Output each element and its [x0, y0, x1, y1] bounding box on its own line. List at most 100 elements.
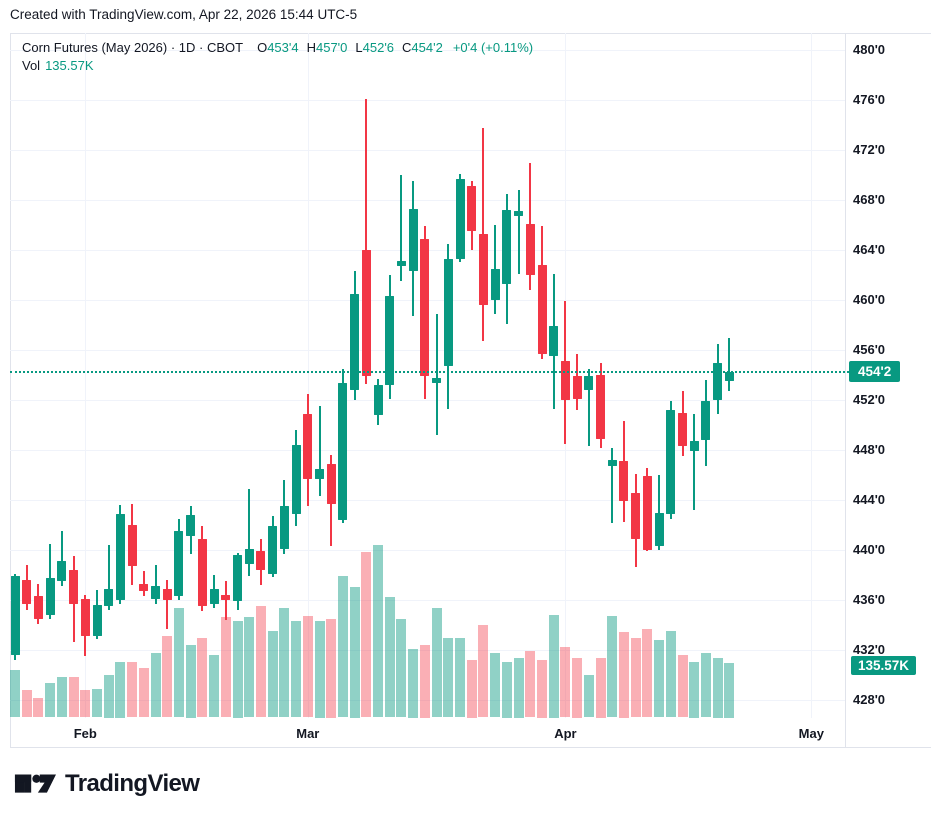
candle-body	[666, 410, 676, 514]
volume-bar	[689, 661, 700, 718]
volume-bar	[396, 619, 407, 718]
chart-frame-bottom	[10, 747, 931, 748]
candle-wick	[166, 580, 169, 629]
volume-bar	[45, 682, 56, 718]
volume-bar	[607, 615, 618, 718]
price-axis-label: 476'0	[853, 92, 886, 107]
volume-bar	[712, 657, 723, 718]
volume-bar	[724, 662, 735, 718]
volume-bar	[513, 657, 524, 718]
candle-wick	[224, 581, 227, 621]
candle-wick	[587, 368, 590, 447]
candle-body	[584, 376, 594, 390]
time-axis-label: Mar	[296, 726, 320, 741]
last-price-badge: 454'2	[849, 361, 901, 382]
candle-body	[221, 595, 231, 600]
candle-body	[478, 233, 488, 305]
price-axis-label: 432'0	[853, 642, 886, 657]
time-axis-label: May	[798, 726, 824, 741]
candle-body	[338, 382, 348, 520]
candle-body	[326, 463, 336, 504]
volume-value: 135.57K	[45, 58, 94, 73]
close-value: 454'2	[411, 40, 443, 55]
candle-body	[420, 238, 430, 377]
candle-body	[467, 186, 477, 232]
volume-bar	[127, 662, 138, 718]
volume-bar	[279, 608, 290, 718]
candle-wick	[728, 337, 731, 391]
candle-body	[373, 385, 383, 415]
legend-volume-row: Vol 135.57K	[22, 57, 533, 75]
candle-body	[45, 577, 55, 615]
candle-wick	[248, 488, 251, 577]
change-value: +0'4 (+0.11%)	[452, 40, 534, 55]
attribution-text: Created with TradingView.com, Apr 22, 20…	[10, 7, 358, 22]
candle-body	[560, 361, 570, 400]
candle-body	[69, 570, 79, 604]
candle-body	[724, 371, 734, 382]
volume-bar	[337, 576, 348, 718]
time-axis-label: Feb	[73, 726, 97, 741]
volume-bar	[232, 620, 243, 718]
candle-body	[408, 208, 418, 272]
grid-line-horizontal	[10, 600, 845, 601]
price-axis-label: 468'0	[853, 192, 886, 207]
volume-bar	[138, 668, 149, 718]
price-axis-label: 440'0	[853, 542, 886, 557]
candle-body	[455, 178, 465, 259]
volume-bar	[150, 652, 161, 718]
candle-wick	[435, 313, 438, 435]
price-axis-label: 452'0	[853, 392, 886, 407]
volume-bar	[654, 639, 665, 718]
volume-bar	[384, 597, 395, 718]
price-axis-label: 460'0	[853, 292, 886, 307]
candle-body	[619, 461, 629, 502]
candle-body	[10, 576, 20, 655]
candle-body	[244, 548, 254, 564]
candle-body	[127, 525, 137, 567]
volume-bar	[373, 544, 383, 718]
price-axis-label: 456'0	[853, 342, 886, 357]
candle-body	[537, 265, 547, 354]
volume-bar	[185, 644, 196, 718]
candle-wick	[154, 565, 157, 604]
price-axis-label: 444'0	[853, 492, 886, 507]
volume-bar	[291, 621, 301, 718]
candle-body	[80, 598, 90, 637]
chart-legend: Corn Futures (May 2026) · 1D · CBOT O453'…	[22, 39, 533, 75]
candle-body	[33, 596, 43, 619]
volume-bar	[33, 697, 44, 718]
volume-bar	[560, 647, 571, 718]
candle-body	[689, 441, 699, 452]
tradingview-logo-icon	[14, 774, 56, 793]
volume-bar	[255, 606, 266, 718]
volume-bar	[443, 637, 454, 718]
candle-body	[162, 588, 172, 600]
candle-body	[713, 362, 723, 400]
candle-body	[678, 412, 687, 447]
price-axis-label: 472'0	[853, 142, 886, 157]
legend-symbol-row: Corn Futures (May 2026) · 1D · CBOT O453'…	[22, 39, 533, 57]
chart-frame-left	[10, 33, 11, 747]
grid-line-vertical	[307, 33, 309, 718]
candle-body	[279, 506, 289, 549]
candle-body	[385, 296, 395, 385]
candle-body	[525, 223, 535, 275]
chart-frame-top	[10, 33, 931, 34]
volume-bar	[220, 617, 231, 718]
candle-body	[432, 377, 442, 383]
volume-bar	[162, 635, 173, 718]
grid-line-horizontal	[10, 150, 845, 151]
volume-bar	[173, 608, 184, 718]
candle-body	[607, 460, 617, 467]
candle-wick	[693, 413, 696, 510]
volume-bar	[419, 644, 430, 718]
volume-bar	[478, 624, 489, 718]
high-group: H457'0	[306, 40, 348, 55]
candle-body	[549, 326, 559, 357]
volume-bar	[326, 618, 337, 718]
volume-bar	[431, 607, 442, 718]
volume-bar	[267, 630, 278, 718]
candle-body	[233, 555, 242, 602]
